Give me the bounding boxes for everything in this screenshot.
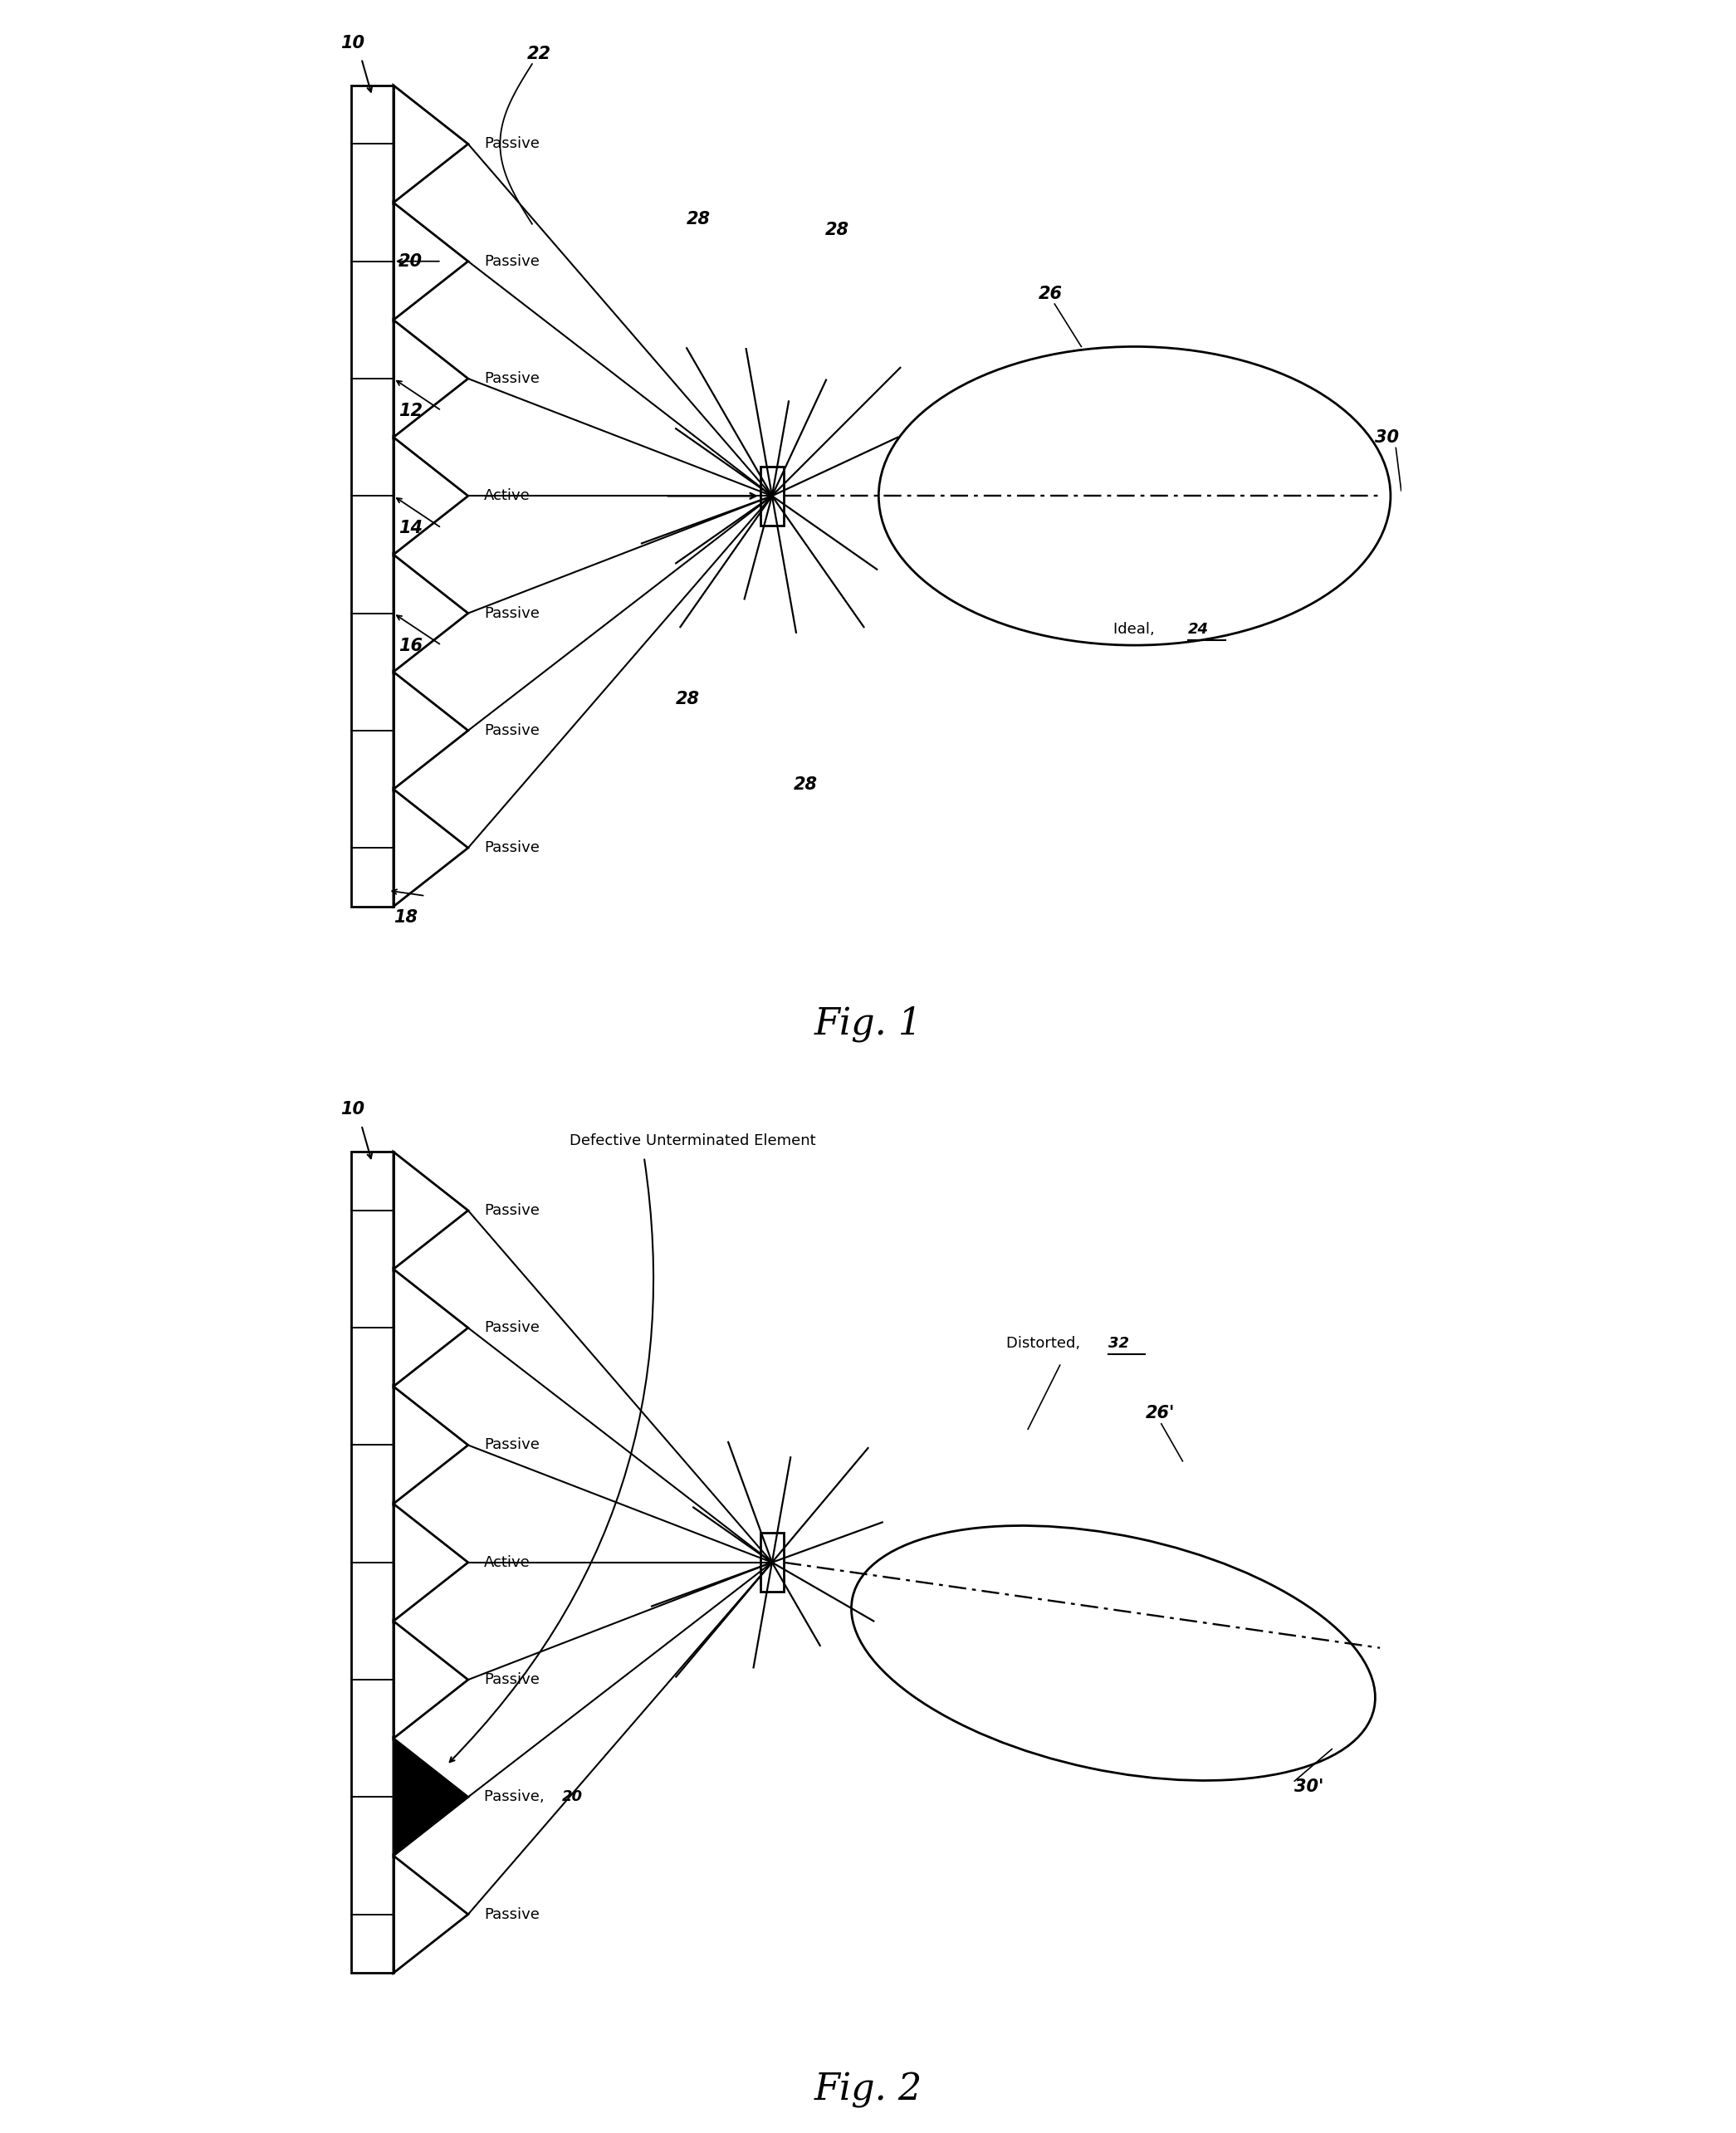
Text: Passive: Passive <box>484 723 540 738</box>
Text: 26: 26 <box>1038 286 1062 303</box>
Text: 12: 12 <box>399 403 424 420</box>
Text: Passive: Passive <box>484 1320 540 1335</box>
Text: 16: 16 <box>399 638 424 655</box>
Text: 14: 14 <box>399 520 424 538</box>
Text: Passive: Passive <box>484 1438 540 1453</box>
Text: Fig. 1: Fig. 1 <box>814 1007 922 1041</box>
Text: 10: 10 <box>340 1101 365 1118</box>
Text: 18: 18 <box>394 909 418 926</box>
Polygon shape <box>394 1738 469 1856</box>
Polygon shape <box>351 85 394 907</box>
Text: 28: 28 <box>825 222 849 239</box>
Text: Passive: Passive <box>484 1907 540 1922</box>
Text: 26': 26' <box>1146 1406 1175 1423</box>
Text: Passive: Passive <box>484 840 540 855</box>
Text: 28: 28 <box>793 776 818 793</box>
Text: Passive: Passive <box>484 1203 540 1218</box>
Text: 30: 30 <box>1375 429 1399 446</box>
Text: Passive: Passive <box>484 371 540 386</box>
Polygon shape <box>351 1152 394 1973</box>
Text: Distorted,: Distorted, <box>1007 1335 1085 1352</box>
Text: 10: 10 <box>340 34 365 51</box>
Polygon shape <box>760 1534 783 1591</box>
Text: Passive: Passive <box>484 137 540 151</box>
Text: 28: 28 <box>675 691 700 708</box>
Text: Passive: Passive <box>484 1672 540 1687</box>
Polygon shape <box>760 467 783 525</box>
Text: Passive: Passive <box>484 606 540 621</box>
Text: Passive: Passive <box>484 254 540 269</box>
Text: 24: 24 <box>1187 621 1208 638</box>
Text: 28: 28 <box>687 211 710 228</box>
Text: Defective Unterminated Element: Defective Unterminated Element <box>569 1133 816 1150</box>
Text: Active: Active <box>484 1555 531 1570</box>
Text: Ideal,: Ideal, <box>1113 621 1160 638</box>
Text: Active: Active <box>484 488 531 503</box>
Text: Fig. 2: Fig. 2 <box>814 2073 922 2107</box>
Text: 20: 20 <box>399 254 424 271</box>
Text: 20: 20 <box>562 1790 583 1805</box>
Text: 32: 32 <box>1108 1335 1128 1352</box>
Text: 22: 22 <box>526 45 550 62</box>
Text: Passive,: Passive, <box>484 1790 549 1805</box>
Text: 30': 30' <box>1295 1779 1325 1796</box>
